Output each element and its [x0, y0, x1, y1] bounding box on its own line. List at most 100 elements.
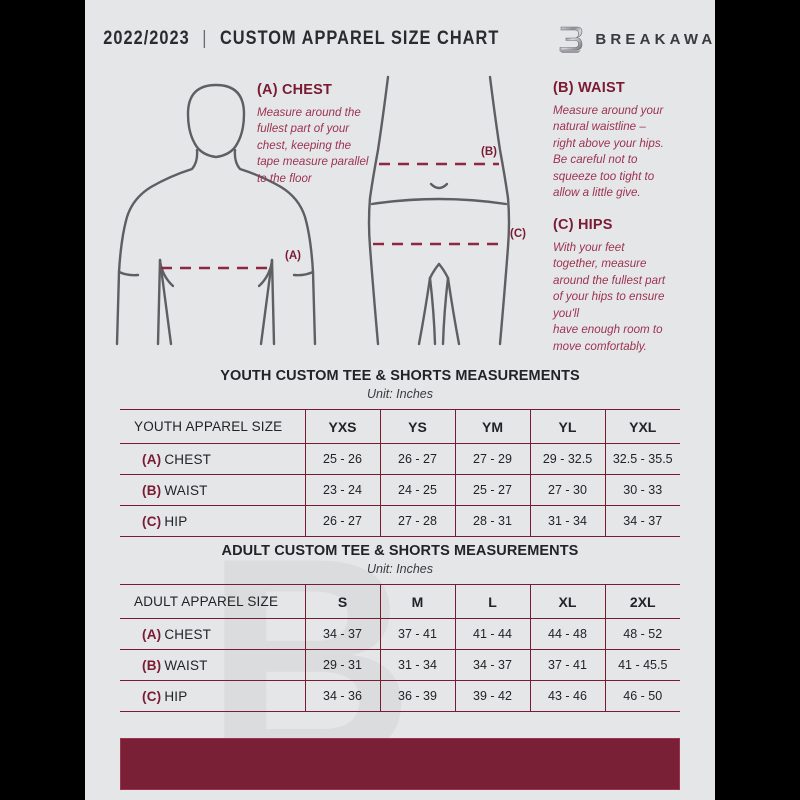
youth-size-yxl: YXL	[604, 409, 680, 444]
adult-section: ADULT CUSTOM TEE & SHORTS MEASUREMENTS U…	[120, 543, 680, 712]
adult-chest-2xl: 48 - 52	[604, 618, 680, 650]
youth-size-yl: YL	[529, 409, 606, 444]
youth-size-yxs: YXS	[304, 409, 381, 444]
youth-hip-ym: 28 - 31	[454, 505, 531, 537]
youth-chest-yxl: 32.5 - 35.5	[604, 443, 680, 475]
adult-row-label-chest: (A) CHEST	[120, 618, 306, 650]
note-hips: (C) HIPS With your feet together, measur…	[553, 217, 701, 355]
adult-header-label: ADULT APPAREL SIZE	[120, 584, 306, 619]
youth-hip-yl: 31 - 34	[529, 505, 606, 537]
chest-marker-label: (A)	[285, 250, 301, 262]
youth-chest-yl: 29 - 32.5	[529, 443, 606, 475]
note-waist: (B) WAIST Measure around your natural wa…	[553, 80, 699, 202]
hips-figure	[367, 75, 511, 346]
table-row: (C) HIP 26 - 27 27 - 28 28 - 31 31 - 34 3…	[120, 505, 680, 537]
table-row: (B) WAIST 23 - 24 24 - 25 25 - 27 27 - 30…	[120, 474, 680, 506]
adult-hip-xl: 43 - 46	[529, 680, 606, 712]
youth-waist-ys: 24 - 25	[379, 474, 456, 506]
adult-hip-2xl: 46 - 50	[604, 680, 680, 712]
note-chest: (A) CHEST Measure around the fullest par…	[257, 82, 402, 187]
adult-hip-s: 34 - 36	[304, 680, 381, 712]
adult-row-tag-chest: (A)	[142, 626, 162, 642]
page-header: 2022/2023 | CUSTOM APPAREL SIZE CHART BR…	[85, 22, 715, 56]
adult-hip-m: 36 - 39	[379, 680, 456, 712]
youth-row-tag-waist: (B)	[142, 482, 162, 498]
hips-marker-label: (C)	[510, 228, 526, 240]
youth-size-ym: YM	[454, 409, 531, 444]
youth-size-ys: YS	[379, 409, 456, 444]
youth-size-table: YOUTH APPAREL SIZE YXS YS YM YL YXL (A) C…	[120, 409, 680, 537]
breakaway-b-monogram-icon	[559, 26, 583, 53]
youth-hip-yxs: 26 - 27	[304, 505, 381, 537]
adult-chest-m: 37 - 41	[379, 618, 456, 650]
adult-size-2xl: 2XL	[604, 584, 680, 619]
brand-name: BREAKAWAY	[595, 30, 715, 48]
adult-waist-2xl: 41 - 45.5	[604, 649, 680, 681]
body-figures-svg	[115, 75, 511, 346]
youth-row-name-chest: CHEST	[164, 451, 212, 467]
note-hips-title: (C) HIPS	[553, 217, 613, 233]
adult-table-header-row: ADULT APPAREL SIZE S M L XL 2XL	[120, 584, 680, 619]
adult-chest-l: 41 - 44	[454, 618, 531, 650]
youth-table-title: YOUTH CUSTOM TEE & SHORTS MEASUREMENTS	[220, 368, 580, 384]
adult-table-unit: Unit: Inches	[366, 562, 433, 576]
adult-row-name-chest: CHEST	[164, 626, 212, 642]
youth-waist-ym: 25 - 27	[454, 474, 531, 506]
youth-row-name-waist: WAIST	[164, 482, 208, 498]
table-row: (A) CHEST 34 - 37 37 - 41 41 - 44 44 - 48…	[120, 618, 680, 650]
youth-row-label-hip: (C) HIP	[120, 505, 306, 537]
youth-hip-ys: 27 - 28	[379, 505, 456, 537]
adult-row-tag-hip: (C)	[142, 688, 162, 704]
adult-chest-xl: 44 - 48	[529, 618, 606, 650]
page-title: CUSTOM APPAREL SIZE CHART	[219, 28, 500, 49]
note-waist-body: Measure around your natural waistline – …	[553, 104, 664, 200]
youth-row-tag-chest: (A)	[142, 451, 162, 467]
adult-waist-s: 29 - 31	[304, 649, 381, 681]
youth-chest-ys: 26 - 27	[379, 443, 456, 475]
measurement-illustrations: (A) (B) (C) (A) CHEST Measure around the…	[85, 72, 715, 362]
header-separator: |	[201, 28, 208, 49]
youth-table-header-row: YOUTH APPAREL SIZE YXS YS YM YL YXL	[120, 409, 680, 444]
header-title-group: 2022/2023 | CUSTOM APPAREL SIZE CHART	[103, 28, 499, 50]
table-row: (C) HIP 34 - 36 36 - 39 39 - 42 43 - 46 4…	[120, 680, 680, 712]
youth-row-label-chest: (A) CHEST	[120, 443, 306, 475]
youth-hip-yxl: 34 - 37	[604, 505, 680, 537]
adult-chest-s: 34 - 37	[304, 618, 381, 650]
brand-lockup: BREAKAWAY	[557, 24, 715, 54]
youth-chest-ym: 27 - 29	[454, 443, 531, 475]
adult-table-title: ADULT CUSTOM TEE & SHORTS MEASUREMENTS	[221, 543, 579, 559]
torso-figure	[115, 83, 317, 346]
adult-row-label-hip: (C) HIP	[120, 680, 306, 712]
note-chest-title: (A) CHEST	[257, 82, 333, 98]
youth-chest-yxs: 25 - 26	[304, 443, 381, 475]
youth-row-tag-hip: (C)	[142, 513, 162, 529]
waist-marker-label: (B)	[481, 146, 497, 158]
youth-section: YOUTH CUSTOM TEE & SHORTS MEASUREMENTS U…	[120, 368, 680, 537]
footer-band	[120, 738, 680, 790]
note-chest-body: Measure around the fullest part of your …	[257, 106, 369, 185]
header-year: 2022/2023	[102, 28, 190, 49]
youth-header-label: YOUTH APPAREL SIZE	[120, 409, 306, 444]
note-waist-title: (B) WAIST	[553, 80, 625, 96]
adult-row-label-waist: (B) WAIST	[120, 649, 306, 681]
adult-size-l: L	[454, 584, 531, 619]
adult-size-table: ADULT APPAREL SIZE S M L XL 2XL (A) CHEST…	[120, 584, 680, 712]
table-row: (A) CHEST 25 - 26 26 - 27 27 - 29 29 - 32…	[120, 443, 680, 475]
note-hips-body: With your feet together, measure around …	[553, 241, 666, 353]
youth-row-name-hip: HIP	[164, 513, 188, 529]
size-chart-page: B 2022/2023 | CUSTOM APPAREL SIZE CHART	[85, 0, 715, 800]
adult-size-m: M	[379, 584, 456, 619]
youth-table-unit: Unit: Inches	[366, 387, 433, 401]
adult-size-xl: XL	[529, 584, 606, 619]
adult-hip-l: 39 - 42	[454, 680, 531, 712]
youth-row-label-waist: (B) WAIST	[120, 474, 306, 506]
adult-row-name-hip: HIP	[164, 688, 188, 704]
youth-waist-yxs: 23 - 24	[304, 474, 381, 506]
adult-row-name-waist: WAIST	[164, 657, 208, 673]
adult-waist-m: 31 - 34	[379, 649, 456, 681]
adult-waist-xl: 37 - 41	[529, 649, 606, 681]
adult-row-tag-waist: (B)	[142, 657, 162, 673]
youth-waist-yxl: 30 - 33	[604, 474, 680, 506]
adult-waist-l: 34 - 37	[454, 649, 531, 681]
youth-waist-yl: 27 - 30	[529, 474, 606, 506]
